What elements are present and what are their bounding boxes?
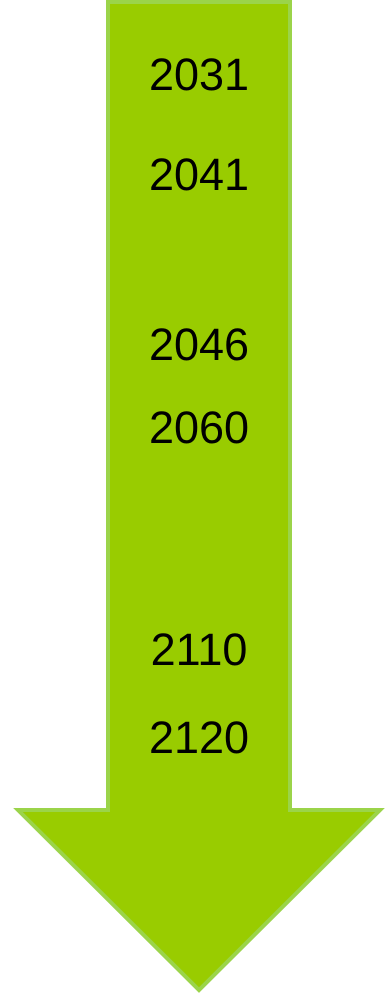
year-label-2031: 2031 xyxy=(148,49,250,100)
year-label-2120: 2120 xyxy=(148,712,250,763)
year-label-2110: 2110 xyxy=(150,624,248,675)
year-label-2041: 2041 xyxy=(148,149,250,200)
year-label-2060: 2060 xyxy=(148,402,250,453)
arrow-shape xyxy=(13,0,385,993)
year-label-2046: 2046 xyxy=(148,319,250,370)
